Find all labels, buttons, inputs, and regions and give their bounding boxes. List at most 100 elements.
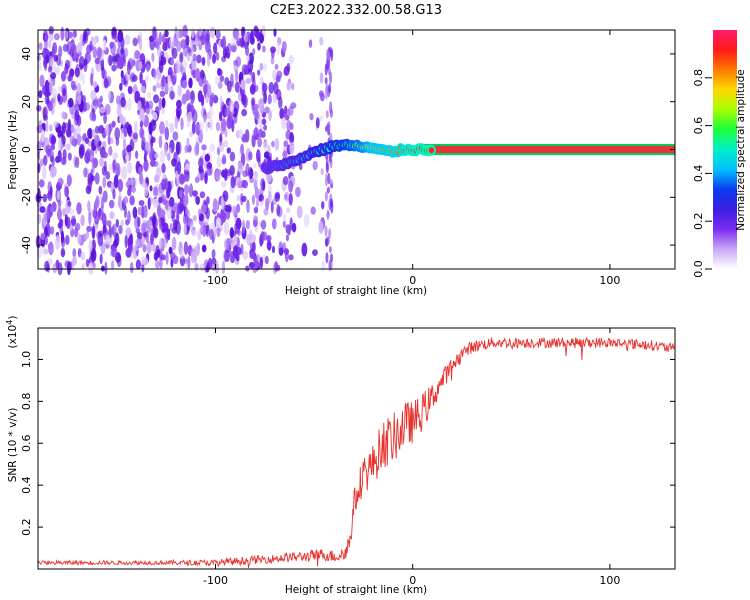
spectrogram-noise-speck [153,68,157,80]
spectrogram-noise-speck [198,129,204,144]
spectrogram-noise-speck [99,157,104,167]
spectrogram-noise-speck [121,165,128,180]
spectrogram-noise-speck [36,105,42,112]
spectrogram-noise-speck [102,190,108,203]
spectrogram-noise-speck [131,185,136,194]
spectrogram-noise-speck [249,251,254,259]
spectrogram-noise-speck [149,35,154,42]
spectrogram-noise-speck [223,139,229,148]
spectrogram-noise-speck [236,37,242,47]
spectrogram-noise-speck [65,143,72,151]
spectrogram-noise-speck [321,201,325,210]
spectrogram-noise-speck [145,75,150,82]
spectrogram-noise-speck [208,106,214,120]
spectrogram-noise-speck [286,207,291,214]
spectrogram-noise-speck [92,81,98,88]
spectrogram-noise-speck [175,220,181,235]
spectrogram-noise-speck [266,240,272,251]
spectrogram-y-tick-label: -20 [20,188,33,206]
spectrogram-noise-speck [49,166,56,179]
spectrogram-noise-speck [242,250,249,260]
spectrogram-noise-speck [132,132,139,140]
spectrogram-noise-speck [288,179,294,193]
spectrogram-noise-speck [103,160,107,173]
spectrogram-noise-speck [39,206,46,214]
spectrogram-noise-speck [176,210,180,224]
snr-x-tick-label: -100 [203,574,228,587]
spectrogram-noise-speck [233,234,238,242]
spectrogram-noise-speck [115,219,119,228]
snr-x-tick-label: 0 [409,574,416,587]
spectrogram-noise-speck [139,120,144,129]
spectrogram-noise-speck [256,149,261,163]
spectrogram-noise-speck [180,39,187,49]
spectrogram-noise-speck [53,95,57,107]
spectrogram-noise-speck [42,193,48,203]
spectrogram-noise-speck [290,133,294,143]
spectrogram-noise-speck [220,118,227,132]
spectrogram-noise-speck [235,69,239,83]
spectrogram-noise-speck [235,254,240,262]
spectrogram-noise-speck [125,154,130,161]
spectrogram-noise-speck [163,82,170,93]
spectrogram-noise-speck [202,226,206,238]
spectrogram-x-tick-label: 100 [599,274,620,287]
spectrogram-noise-speck [120,70,124,79]
spectrogram-noise-speck [37,60,42,67]
spectrogram-noise-speck [248,151,253,161]
spectrogram-noise-speck [67,31,73,39]
spectrogram-noise-speck [158,60,164,73]
spectrogram-noise-speck [320,168,324,176]
spectrogram-noise-speck [223,249,228,263]
spectrogram-noise-speck [137,216,141,228]
spectrogram-noise-speck [287,227,291,236]
spectrogram-noise-speck [263,91,268,104]
spectrogram-noise-speck [191,229,198,237]
spectrogram-noise-speck [221,154,227,165]
spectrogram-noise-speck [158,135,163,149]
spectrogram-noise-speck [99,106,106,114]
spectrogram-noise-speck [215,51,220,61]
spectrogram-noise-speck [111,246,118,258]
spectrogram-noise-speck [43,114,49,121]
spectrogram-noise-speck [192,215,197,222]
spectrogram-noise-speck [152,112,158,121]
spectrogram-noise-speck [104,234,111,245]
spectrogram-noise-speck [85,230,90,239]
spectrogram-noise-speck [112,188,116,200]
spectrogram-noise-speck [41,85,48,95]
spectrogram-noise-speck [113,174,119,189]
spectrogram-noise-speck [265,197,270,210]
spectrogram-noise-speck [44,260,50,272]
spectrogram-noise-speck [198,208,202,218]
spectrogram-noise-speck [165,251,169,265]
spectrogram-noise-speck [114,127,121,140]
spectrogram-noise-speck [161,163,166,174]
spectrogram-noise-speck [45,54,50,64]
spectrogram-noise-speck [47,242,54,250]
spectrogram-noise-speck [118,225,123,235]
spectrogram-noise-speck [177,84,182,97]
spectrogram-noise-speck [286,81,291,91]
spectrogram-noise-speck [226,80,232,93]
spectrogram-noise-speck [236,246,242,256]
spectrogram-noise-speck [104,124,110,136]
spectrogram-noise-speck [232,27,239,40]
spectrogram-noise-speck [53,33,60,41]
spectrogram-noise-speck [150,118,157,132]
spectrogram-noise-speck [243,32,249,43]
spectrogram-noise-speck [38,90,43,99]
spectrogram-noise-speck [174,116,178,130]
spectrogram-noise-speck [91,112,97,122]
spectrogram-noise-speck [236,236,240,249]
spectrogram-noise-speck [159,150,165,164]
spectrogram-noise-speck [214,75,220,86]
spectrogram-noise-speck [221,55,227,63]
spectrogram-noise-speck [205,207,210,220]
spectrogram-noise-speck [253,176,259,190]
spectrogram-noise-speck [260,219,267,230]
spectrogram-noise-speck [324,173,328,187]
spectrogram-noise-speck [179,189,183,198]
spectrogram-noise-speck [73,30,77,38]
spectrogram-noise-speck [327,172,331,185]
